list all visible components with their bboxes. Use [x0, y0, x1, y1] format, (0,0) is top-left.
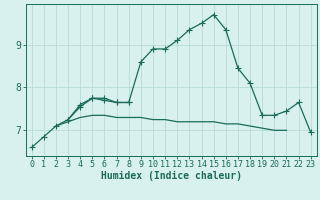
X-axis label: Humidex (Indice chaleur): Humidex (Indice chaleur)	[101, 171, 242, 181]
